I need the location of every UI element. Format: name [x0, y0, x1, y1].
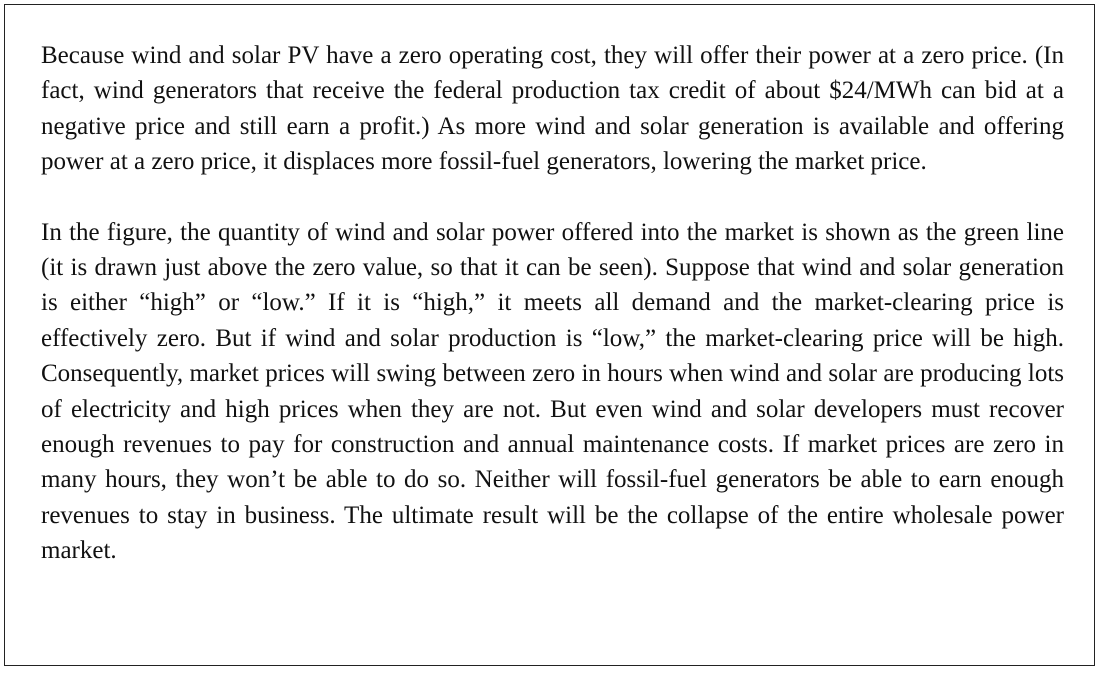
text-box-content: Because wind and solar PV have a zero op… [41, 38, 1064, 569]
paragraph-market-collapse: In the figure, the quantity of wind and … [41, 218, 1064, 565]
text-box-frame: Because wind and solar PV have a zero op… [4, 4, 1095, 666]
paragraph-wind-solar-zero-price: Because wind and solar PV have a zero op… [41, 42, 1064, 176]
